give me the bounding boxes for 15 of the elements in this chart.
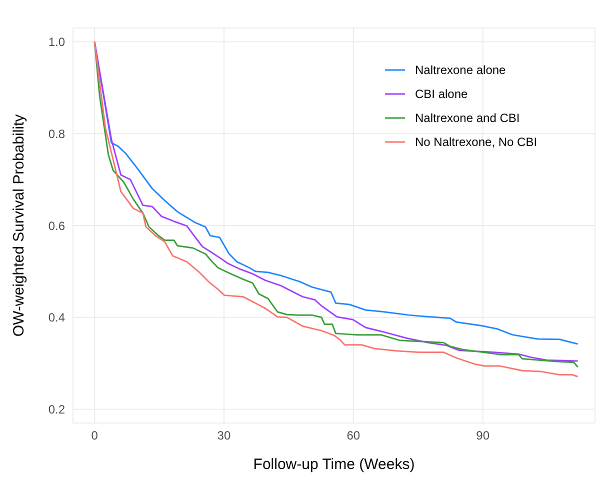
x-tick-label: 0 [91, 428, 98, 443]
x-tick-label: 90 [476, 428, 490, 443]
x-axis-title: Follow-up Time (Weeks) [253, 456, 415, 473]
y-tick-label: 0.2 [48, 402, 66, 416]
legend-label: No Naltrexone, No CBI [415, 134, 538, 151]
legend-label: CBI alone [415, 86, 468, 103]
legend-label: Naltrexone alone [415, 62, 506, 79]
legend-label: Naltrexone and CBI [415, 110, 520, 127]
x-tick-label: 60 [346, 428, 360, 443]
y-tick-label: 0.8 [48, 126, 66, 141]
y-tick-label: 0.4 [48, 310, 66, 325]
y-tick-label: 1.0 [48, 35, 66, 50]
x-tick-label: 30 [217, 428, 231, 443]
y-tick-label: 0.6 [48, 218, 66, 233]
y-axis-title: OW-weighted Survival Probability [10, 114, 28, 337]
